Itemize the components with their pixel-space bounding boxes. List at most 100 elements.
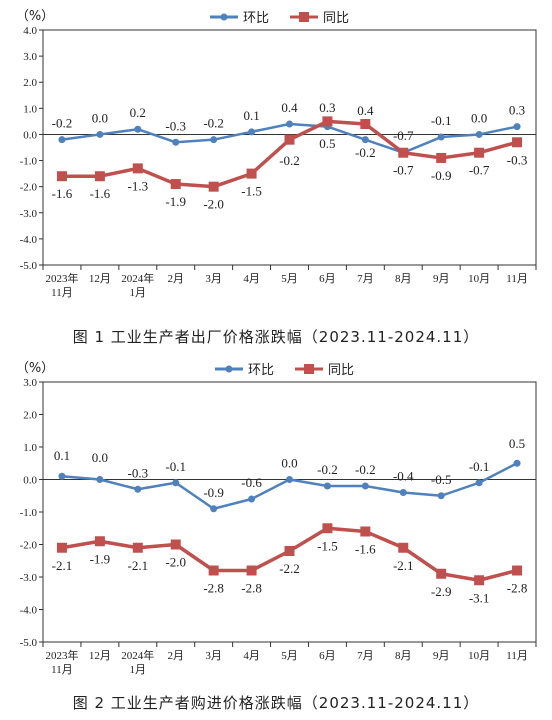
chart2-point-1 — [512, 565, 523, 576]
chart1-point-0 — [210, 136, 218, 144]
chart1-data-label-1: -0.2 — [279, 153, 300, 168]
chart2-plot-frame — [42, 381, 537, 643]
chart1-point-1 — [398, 147, 409, 158]
chart1-unit-label: （%） — [16, 9, 54, 24]
chart1-caption: 图 1 工业生产者出厂价格涨跌幅（2023.11-2024.11） — [72, 328, 480, 346]
chart1-y-tick-label: -1.0 — [20, 156, 38, 168]
chart1-data-label-0: 0.2 — [130, 105, 146, 120]
chart2-legend-label-1: 同比 — [328, 363, 354, 378]
chart1-x-tick-label: 10月 — [468, 273, 490, 285]
chart1-data-label-0: 0.4 — [281, 100, 298, 115]
chart2-x-tick-label: 2月 — [167, 650, 184, 662]
chart1-x-tick-label: 7月 — [357, 273, 374, 285]
chart1-point-0 — [172, 138, 180, 146]
chart2-point-0 — [286, 476, 293, 483]
chart1-legend-label-0: 环比 — [243, 11, 269, 26]
chart2-data-label-0: 0.0 — [92, 450, 108, 465]
chart1-data-label-1: -1.3 — [128, 178, 149, 193]
chart1-point-1 — [208, 181, 219, 192]
chart2-y-tick-label: -2.0 — [20, 540, 38, 552]
chart1-point-0 — [134, 125, 142, 133]
chart1-y-tick-label: 0.0 — [23, 129, 37, 141]
chart2-point-0 — [361, 482, 369, 490]
chart2-point-1 — [436, 568, 447, 579]
chart1-plot-frame — [42, 29, 537, 266]
chart1-point-1 — [474, 147, 485, 158]
chart1-legend-label-1: 同比 — [323, 11, 349, 26]
chart2-point-0 — [399, 489, 407, 496]
chart1-point-0 — [58, 136, 66, 144]
chart2-point-1 — [56, 542, 67, 553]
chart2-data-label-1: -1.9 — [90, 551, 111, 566]
chart2-data-label-1: -2.1 — [52, 558, 73, 573]
chart1-y-tick-label: 2.0 — [23, 77, 37, 89]
chart2-point-0 — [475, 479, 483, 487]
chart2-data-label-0: -0.4 — [393, 469, 414, 484]
chart1-point-0 — [96, 130, 104, 138]
chart2-x-tick-label: 5月 — [281, 650, 298, 662]
chart1-y-tick-label: 4.0 — [23, 25, 37, 37]
chart1-point-0 — [513, 123, 521, 131]
chart2-point-0 — [210, 505, 218, 513]
chart2-x-tick-label: 11月 — [51, 664, 73, 676]
chart1-x-tick-label: 8月 — [395, 273, 412, 285]
chart2-data-label-0: -0.1 — [165, 459, 186, 474]
chart2-x-tick-label: 4月 — [243, 650, 260, 662]
chart2-x-tick-label: 12月 — [89, 650, 111, 662]
chart1-data-label-0: -0.3 — [165, 118, 186, 133]
chart1-data-label-0: -0.2 — [203, 116, 224, 131]
chart2-x-tick-label: 3月 — [205, 650, 222, 662]
chart1-data-label-0: 0.3 — [509, 103, 525, 118]
chart1-point-1 — [436, 152, 447, 163]
chart2-x-tick-label: 2024年 — [121, 648, 154, 662]
chart1-data-label-1: -0.3 — [507, 152, 528, 167]
chart1-x-tick-label: 9月 — [433, 273, 450, 285]
chart1-x-tick-label: 6月 — [319, 273, 336, 285]
chart1-data-label-1: -1.6 — [52, 186, 73, 201]
chart1-y-tick-label: 1.0 — [23, 103, 37, 115]
chart2-data-label-0: -0.3 — [128, 465, 149, 480]
chart2-x-tick-label: 7月 — [357, 650, 374, 662]
chart1-data-label-1: -1.5 — [241, 184, 262, 199]
chart1-x-tick-label: 11月 — [506, 273, 528, 285]
chart2-data-label-1: -2.1 — [393, 558, 414, 573]
chart1-data-label-1: -2.0 — [203, 197, 224, 212]
chart1-data-label-1: -1.6 — [90, 186, 111, 201]
chart-ppi-purchase: 3.0 2.0 1.0 0.0 -1.0 -2.0 -3.0 -4.0 -5.0 （%） 2023年… — [16, 361, 537, 676]
chart2-data-label-1: -2.8 — [203, 581, 224, 596]
chart1-data-label-1: -0.7 — [469, 163, 490, 178]
chart2-data-label-1: -2.8 — [507, 581, 528, 596]
chart1-x-tick-label: 3月 — [205, 273, 222, 285]
chart2-point-0 — [437, 492, 445, 500]
chart2-point-1 — [360, 526, 371, 537]
chart1-x-tick-label: 2月 — [167, 273, 184, 285]
chart2-x-tick-label: 9月 — [433, 650, 450, 662]
chart2-y-tick-label: 2.0 — [23, 410, 37, 422]
chart1-point-1 — [246, 168, 257, 179]
chart2-data-label-0: -0.5 — [431, 472, 452, 487]
chart-ppi-output: 4.0 3.0 2.0 1.0 0.0 -1.0 -2.0 -3.0 -4.0 -5.0 （%） 20… — [16, 9, 537, 299]
chart2-data-label-0: -0.2 — [355, 462, 376, 477]
chart2-caption: 图 2 工业生产者购进价格涨跌幅（2023.11-2024.11） — [72, 694, 480, 712]
chart2-data-label-1: -3.1 — [469, 590, 490, 605]
chart2-x-tick-label: 10月 — [468, 650, 490, 662]
chart1-point-0 — [437, 133, 445, 141]
chart2-data-label-0: -0.9 — [203, 485, 224, 500]
chart2-legend-marker-0 — [225, 365, 233, 373]
chart1-data-label-0: 0.0 — [92, 110, 108, 125]
chart1-y-tick-label: -2.0 — [20, 182, 38, 194]
chart2-point-1 — [246, 565, 257, 576]
chart2-data-label-1: -2.2 — [279, 561, 300, 576]
chart2-point-1 — [284, 546, 295, 556]
chart1-data-label-1: -1.9 — [165, 194, 186, 209]
chart2-point-1 — [132, 542, 143, 553]
chart2-point-1 — [474, 575, 485, 586]
chart2-y-tick-label: 0.0 — [23, 475, 37, 487]
chart1-point-0 — [361, 136, 369, 144]
chart2-y-tick-label: -4.0 — [20, 605, 38, 617]
chart1-point-0 — [475, 130, 483, 138]
chart2-y-tick-label: -3.0 — [20, 572, 38, 584]
chart2-x-tick-label: 11月 — [506, 650, 528, 662]
chart2-point-1 — [398, 542, 409, 553]
chart2-data-label-1: -1.6 — [355, 542, 376, 557]
